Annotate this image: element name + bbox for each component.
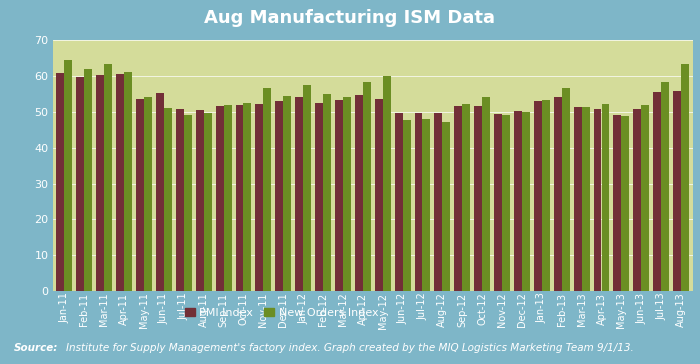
Bar: [474, 106, 482, 291]
Bar: [673, 91, 681, 291]
Bar: [582, 107, 589, 291]
Bar: [454, 106, 462, 291]
Bar: [622, 116, 629, 291]
Bar: [124, 72, 132, 291]
Bar: [641, 105, 649, 291]
Bar: [395, 113, 402, 291]
Bar: [116, 75, 124, 291]
Bar: [634, 108, 641, 291]
Bar: [196, 110, 204, 291]
Bar: [402, 120, 410, 291]
Bar: [335, 100, 343, 291]
Bar: [315, 103, 323, 291]
Bar: [244, 103, 251, 291]
Bar: [84, 69, 92, 291]
Bar: [216, 106, 223, 291]
Bar: [662, 82, 669, 291]
Bar: [295, 97, 303, 291]
Bar: [136, 99, 144, 291]
Bar: [374, 99, 383, 291]
Bar: [275, 101, 284, 291]
Bar: [263, 88, 272, 291]
Text: Aug Manufacturing ISM Data: Aug Manufacturing ISM Data: [204, 9, 496, 27]
Bar: [355, 95, 363, 291]
Bar: [554, 97, 561, 291]
Bar: [184, 115, 192, 291]
Bar: [284, 96, 291, 291]
Text: Institute for Supply Management's factory index. Graph created by the MIQ Logist: Institute for Supply Management's factor…: [66, 343, 634, 353]
Bar: [561, 88, 570, 291]
Bar: [57, 73, 64, 291]
Text: Source:: Source:: [14, 343, 58, 353]
Bar: [414, 112, 423, 291]
Bar: [613, 115, 622, 291]
Legend: PMI Index, New Orders Index: PMI Index, New Orders Index: [181, 304, 383, 323]
Bar: [363, 82, 371, 291]
Bar: [383, 76, 391, 291]
Bar: [164, 108, 172, 291]
Bar: [176, 108, 184, 291]
Bar: [522, 112, 530, 291]
Bar: [653, 92, 662, 291]
Bar: [435, 113, 442, 291]
Bar: [494, 114, 502, 291]
Bar: [64, 60, 72, 291]
Bar: [534, 101, 542, 291]
Bar: [442, 122, 450, 291]
Bar: [204, 113, 211, 291]
Bar: [601, 103, 610, 291]
Bar: [681, 64, 689, 291]
Bar: [502, 115, 510, 291]
Bar: [423, 119, 430, 291]
Bar: [343, 97, 351, 291]
Bar: [76, 77, 84, 291]
Bar: [144, 98, 152, 291]
Bar: [104, 64, 112, 291]
Bar: [256, 104, 263, 291]
Bar: [303, 84, 311, 291]
Bar: [323, 94, 331, 291]
Bar: [574, 107, 582, 291]
Bar: [462, 103, 470, 291]
Bar: [97, 75, 104, 291]
Bar: [156, 93, 164, 291]
Bar: [235, 105, 244, 291]
Bar: [223, 104, 232, 291]
Bar: [482, 97, 490, 291]
Bar: [514, 111, 522, 291]
Bar: [542, 100, 550, 291]
Bar: [594, 109, 601, 291]
